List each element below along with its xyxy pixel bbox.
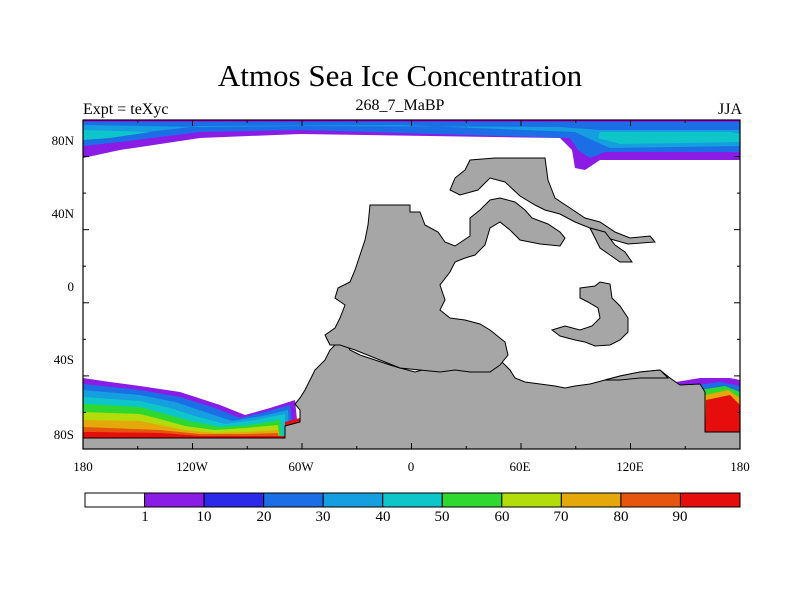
xtick-label-60e: 60E	[509, 459, 531, 474]
arctic-ice-band-4	[83, 130, 740, 144]
colorbar-label-10: 10	[196, 509, 212, 525]
colorbar-swatch	[560, 492, 622, 508]
colorbar-label-30: 30	[315, 509, 331, 525]
colorbar-label-70: 70	[553, 509, 569, 525]
xtick-label-60w: 60W	[288, 459, 314, 474]
colorbar-label-20: 20	[256, 509, 272, 525]
map-subtitle: 268_7_MaBP	[355, 97, 445, 114]
season-label: JJA	[717, 101, 742, 118]
colorbar-label-80: 80	[613, 509, 629, 525]
colorbar-label-60: 60	[494, 509, 510, 525]
xtick-label-120w: 120W	[176, 459, 208, 474]
xtick-label-120e: 120E	[616, 459, 644, 474]
xtick-label-0: 0	[407, 459, 415, 474]
axis-tick-marks	[82, 119, 741, 450]
map-title: Atmos Sea Ice Concentration	[217, 58, 583, 93]
colorbar-label-1: 1	[141, 509, 149, 525]
colorbar-label-50: 50	[434, 509, 450, 525]
colorbar	[84, 492, 741, 508]
colorbar-swatch	[203, 492, 265, 508]
sea-ice-field	[83, 120, 740, 449]
ytick-label-80s: 80S	[53, 427, 74, 442]
colorbar-swatch	[84, 492, 146, 508]
ytick-label-40s: 40S	[53, 352, 74, 367]
ytick-label-eq: 0	[67, 279, 75, 294]
land-cathaysia-chain	[589, 227, 633, 263]
xtick-label-180w: 180	[73, 459, 93, 474]
colorbar-swatch	[679, 492, 741, 508]
arctic-ice-band-3	[83, 125, 740, 148]
ytick-label-80n: 80N	[51, 133, 74, 148]
colorbar-label-40: 40	[375, 509, 391, 525]
land-southern-east-coast	[604, 369, 670, 381]
colorbar-swatch	[263, 492, 324, 508]
colorbar-swatch	[322, 492, 384, 508]
land-island-east	[550, 281, 629, 347]
ytick-label-40n: 40N	[51, 206, 74, 221]
colorbar-swatch	[144, 492, 205, 508]
colorbar-swatch	[441, 492, 503, 508]
xtick-label-180e: 180	[730, 459, 750, 474]
land-pangaea-main	[324, 197, 566, 373]
colorbar-label-90: 90	[672, 509, 688, 525]
colorbar-swatch	[382, 492, 443, 508]
experiment-label: Expt = teXyc	[83, 101, 169, 118]
colorbar-swatch	[501, 492, 562, 508]
colorbar-swatch	[620, 492, 681, 508]
